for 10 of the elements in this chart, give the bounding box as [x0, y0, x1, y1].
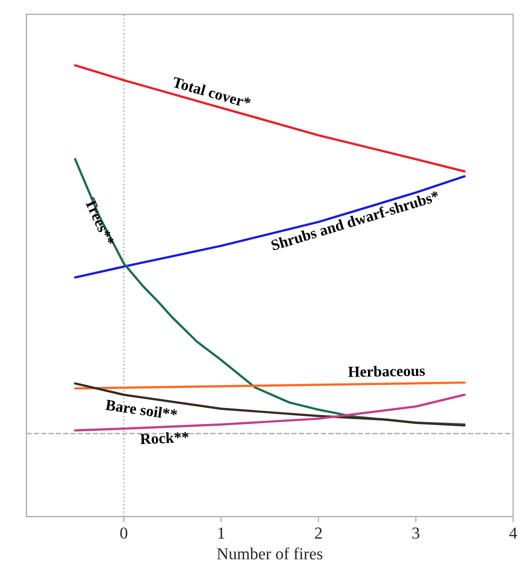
- x-tick-label: 0: [120, 528, 128, 539]
- text: Total cover*: [172, 76, 252, 108]
- x-axis-title: Number of fires: [217, 548, 322, 560]
- series-label: Herbaceous: [348, 365, 425, 378]
- series-label: Rock**: [140, 431, 189, 444]
- x-tick-label: 1: [218, 528, 224, 539]
- x-tick-label: 2: [315, 528, 322, 539]
- x-tick-label: 3: [412, 528, 420, 539]
- text: Bare soil**: [105, 399, 178, 420]
- x-tick-label: 4: [509, 528, 518, 539]
